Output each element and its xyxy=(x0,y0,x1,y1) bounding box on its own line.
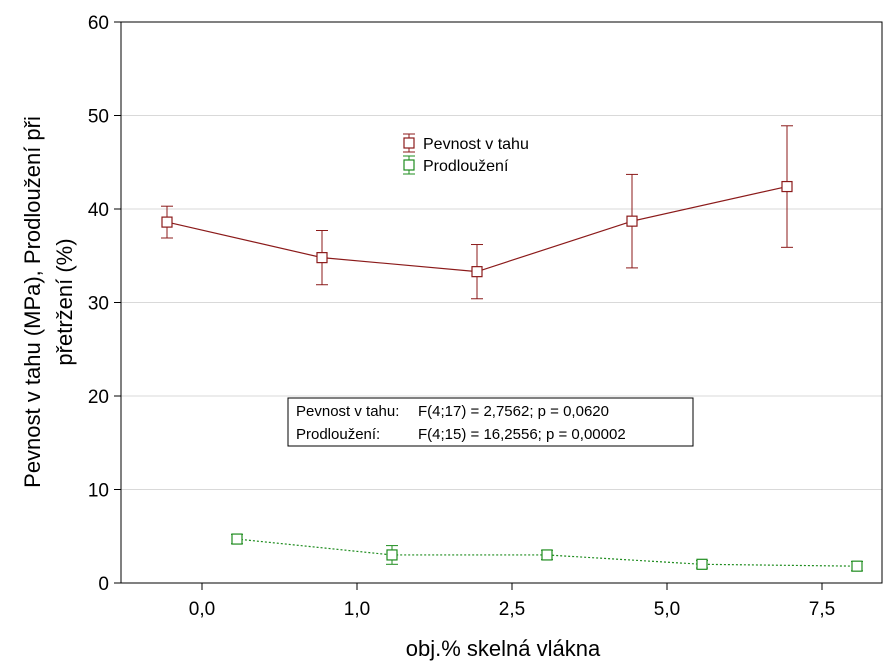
stats-value-pevnost: F(4;17) = 2,7562; p = 0,0620 xyxy=(418,403,609,420)
x-tick-label: 5,0 xyxy=(654,599,680,620)
y-tick-label: 40 xyxy=(88,200,109,221)
series-layer xyxy=(161,125,863,572)
x-tick-label: 0,0 xyxy=(189,599,215,620)
y-axis-title-line1: Pevnost v tahu (MPa), Prodloužení při xyxy=(20,116,45,488)
legend-symbol-pevnost xyxy=(403,133,415,153)
data-point xyxy=(231,533,243,545)
series-pevnost xyxy=(161,125,793,300)
y-tick-label: 50 xyxy=(88,107,109,128)
data-point xyxy=(471,266,483,278)
y-tick-label: 0 xyxy=(98,574,109,595)
y-tick-label: 20 xyxy=(88,387,109,408)
gridlines xyxy=(121,115,882,490)
series-prodlouzeni xyxy=(231,533,863,572)
x-tick-label: 7,5 xyxy=(809,599,835,620)
data-point xyxy=(161,216,173,228)
data-point xyxy=(626,215,638,227)
data-point xyxy=(541,549,553,561)
stats-value-prodlouzeni: F(4;15) = 16,2556; p = 0,00002 xyxy=(418,426,626,443)
legend: Pevnost v tahu Prodloužení xyxy=(403,133,529,175)
data-point xyxy=(851,560,863,572)
legend-label-prodlouzeni: Prodloužení xyxy=(423,158,509,175)
stats-box: Pevnost v tahu: F(4;17) = 2,7562; p = 0,… xyxy=(287,397,694,447)
stats-label-prodlouzeni: Prodloužení: xyxy=(296,426,380,443)
legend-symbol-prodlouzeni xyxy=(403,155,415,175)
data-point xyxy=(316,252,328,264)
x-tick-label: 1,0 xyxy=(344,599,370,620)
legend-marker xyxy=(403,137,415,149)
x-tick-label: 2,5 xyxy=(499,599,525,620)
y-axis: 0 10 20 30 40 50 60 xyxy=(88,13,121,595)
data-point xyxy=(781,180,793,193)
y-tick-label: 30 xyxy=(88,294,109,315)
y-axis-title-line2: přetržení (%) xyxy=(52,238,77,365)
stats-box-frame xyxy=(287,397,694,447)
data-point xyxy=(696,558,708,570)
y-tick-label: 60 xyxy=(88,13,109,34)
x-axis-title: obj.% skelná vlákna xyxy=(406,636,601,661)
series-line xyxy=(236,538,858,567)
data-point xyxy=(386,549,398,561)
legend-marker xyxy=(403,159,415,171)
stats-label-pevnost: Pevnost v tahu: xyxy=(296,403,399,420)
legend-label-pevnost: Pevnost v tahu xyxy=(423,136,529,153)
x-axis: 0,0 1,0 2,5 5,0 7,5 xyxy=(189,583,835,620)
y-tick-label: 10 xyxy=(88,481,109,502)
